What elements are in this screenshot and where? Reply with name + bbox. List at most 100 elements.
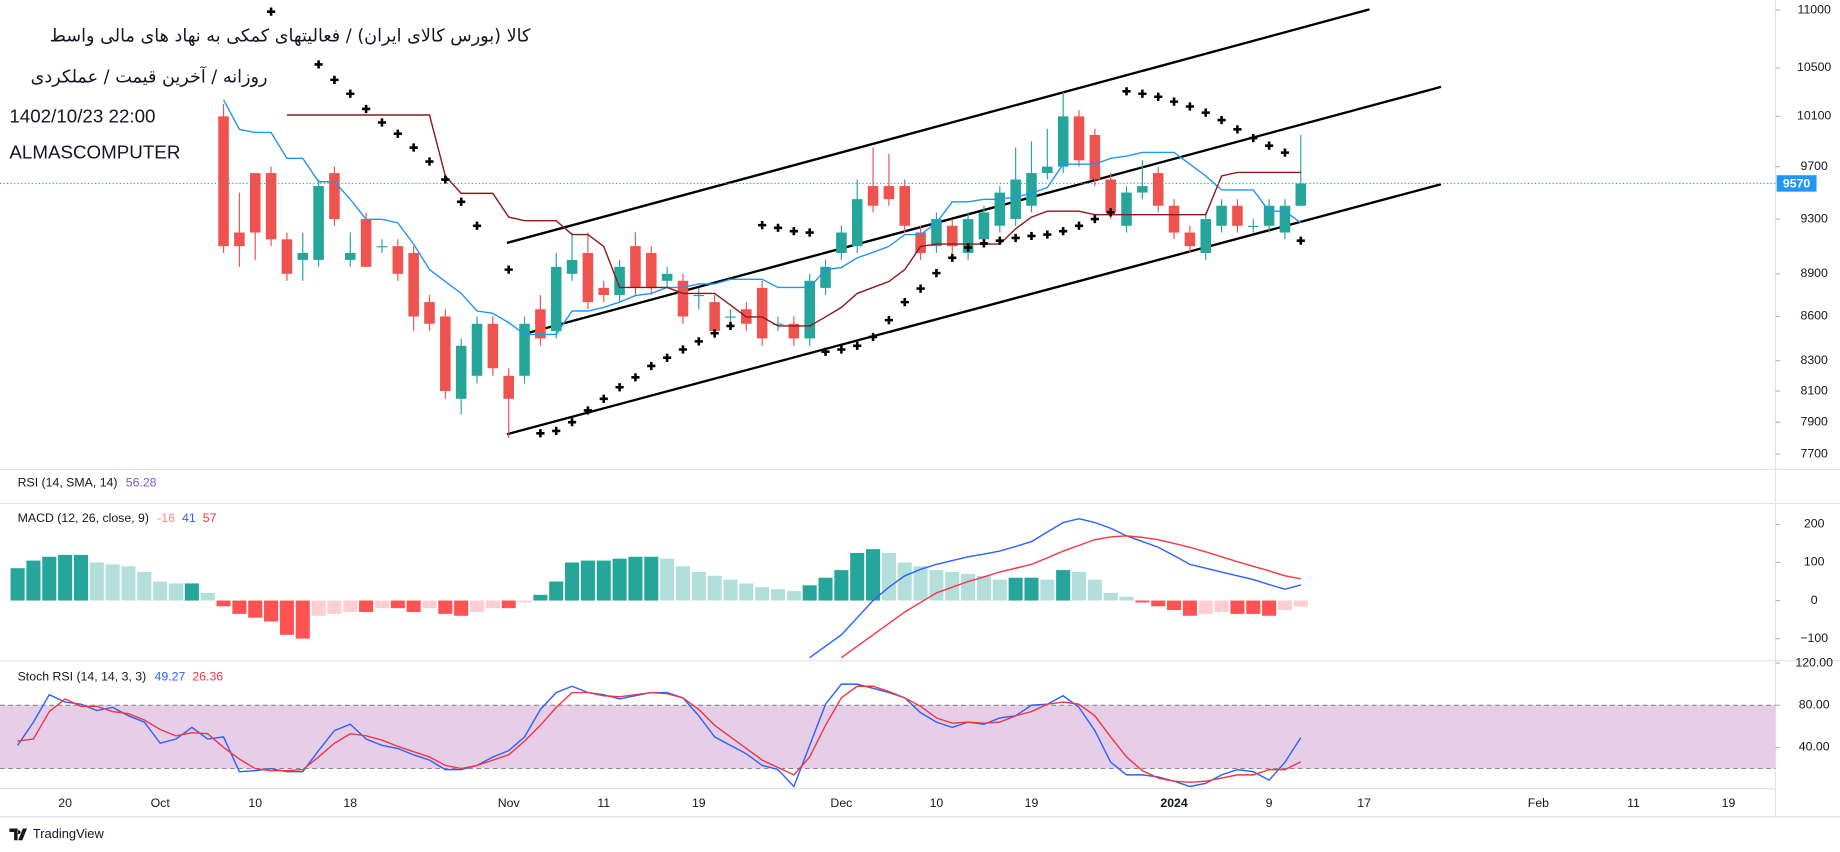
- histogram-bar: [1230, 600, 1245, 614]
- y-tick-label: 100: [1804, 555, 1825, 569]
- sar-point: [1043, 230, 1052, 239]
- candle-body: [994, 192, 1006, 226]
- indicator-title: Stoch RSI (14, 14, 3, 3): [18, 669, 147, 683]
- sar-point: [425, 157, 434, 166]
- candle-body: [915, 232, 926, 254]
- candle-body: [756, 287, 768, 339]
- candle-body: [471, 323, 483, 376]
- candle-body: [519, 323, 530, 376]
- candle-body: [851, 199, 863, 247]
- candle-body: [630, 246, 641, 288]
- sar-point: [916, 284, 925, 293]
- pane: [0, 7, 1776, 439]
- candle-body: [1295, 183, 1307, 206]
- sar-point: [868, 332, 878, 342]
- histogram-bar: [137, 571, 152, 601]
- y-tick-label: 200: [1804, 517, 1825, 531]
- candle-body: [1105, 179, 1116, 213]
- sar-point: [409, 143, 418, 152]
- histogram-bar: [786, 591, 801, 601]
- histogram-bar: [422, 600, 437, 609]
- annotation: ALMASCOMPUTER: [9, 142, 180, 163]
- histogram-bar: [628, 556, 643, 601]
- indicator-value: 41: [182, 511, 196, 525]
- x-tick-label: 11: [1627, 796, 1640, 810]
- histogram-bar: [343, 600, 358, 612]
- sar-point: [615, 383, 624, 392]
- histogram-bar: [406, 600, 421, 612]
- last-price-tag: [1776, 175, 1817, 192]
- histogram-bar: [359, 600, 374, 612]
- histogram-bar: [501, 600, 516, 609]
- histogram-bar: [1198, 600, 1213, 614]
- histogram-bar: [327, 600, 342, 614]
- histogram-bar: [184, 583, 199, 601]
- sar-point: [457, 197, 466, 206]
- candle-body: [1026, 173, 1037, 206]
- brand: TradingView: [33, 826, 105, 841]
- sar-point: [647, 361, 656, 371]
- candle-body: [962, 219, 974, 254]
- x-tick-label: 10: [248, 796, 262, 810]
- histogram-bar: [454, 600, 469, 616]
- sar-point: [1201, 108, 1210, 117]
- sar-point: [552, 426, 561, 436]
- sar-point: [900, 298, 909, 307]
- histogram-bar: [612, 558, 627, 601]
- sar-point: [266, 7, 276, 16]
- histogram-bar: [1103, 592, 1118, 601]
- sar-point: [884, 316, 894, 325]
- histogram-bar: [105, 564, 120, 601]
- histogram-bar: [279, 600, 294, 635]
- sar-point: [678, 345, 688, 354]
- sar-point: [1265, 141, 1274, 150]
- candle-body: [535, 309, 546, 339]
- sar-point: [805, 228, 814, 237]
- candle-body: [788, 323, 800, 339]
- sar-point: [1154, 92, 1163, 101]
- sar-point: [631, 373, 640, 382]
- histogram-bar: [1277, 600, 1292, 611]
- candle-body: [709, 302, 720, 332]
- histogram-bar: [485, 600, 500, 609]
- x-tick-label: 20: [58, 796, 72, 810]
- histogram-bar: [1056, 570, 1071, 601]
- sar-point: [1106, 208, 1115, 217]
- histogram-bar: [1293, 600, 1308, 607]
- candle-body: [265, 173, 277, 240]
- histogram-bar: [295, 600, 310, 639]
- candle-body: [329, 173, 340, 220]
- candle-body: [360, 219, 372, 267]
- indicator-value: 26.36: [192, 669, 223, 683]
- sar-point: [1138, 89, 1147, 98]
- candle-body: [899, 186, 911, 226]
- candle-body: [614, 266, 625, 295]
- histogram-bar: [1167, 600, 1182, 611]
- histogram-bar: [1214, 600, 1229, 612]
- indicator-title: RSI (14, SMA, 14): [18, 476, 118, 490]
- sar-point: [710, 329, 719, 338]
- sar-point: [362, 104, 371, 114]
- candle-body: [1057, 116, 1069, 167]
- y-tick-label: 10100: [1797, 109, 1831, 123]
- histogram-bar: [1024, 577, 1039, 601]
- histogram-bar: [248, 600, 263, 618]
- candle-body: [693, 294, 705, 297]
- sar-point: [330, 75, 339, 85]
- y-tick-label: 80.00: [1799, 697, 1830, 711]
- sar-point: [663, 353, 672, 362]
- histogram-bar: [311, 600, 326, 616]
- histogram-bar: [153, 581, 168, 601]
- sar-point: [583, 406, 593, 415]
- sar-point: [1122, 87, 1131, 96]
- sar-point: [758, 221, 767, 230]
- histogram-bar: [469, 600, 485, 612]
- x-tick-label: 19: [692, 796, 706, 810]
- candle-body: [1073, 116, 1085, 161]
- histogram-bar: [755, 587, 770, 601]
- histogram-bar: [644, 556, 659, 601]
- candle-body: [392, 246, 404, 274]
- candle-body: [313, 186, 324, 260]
